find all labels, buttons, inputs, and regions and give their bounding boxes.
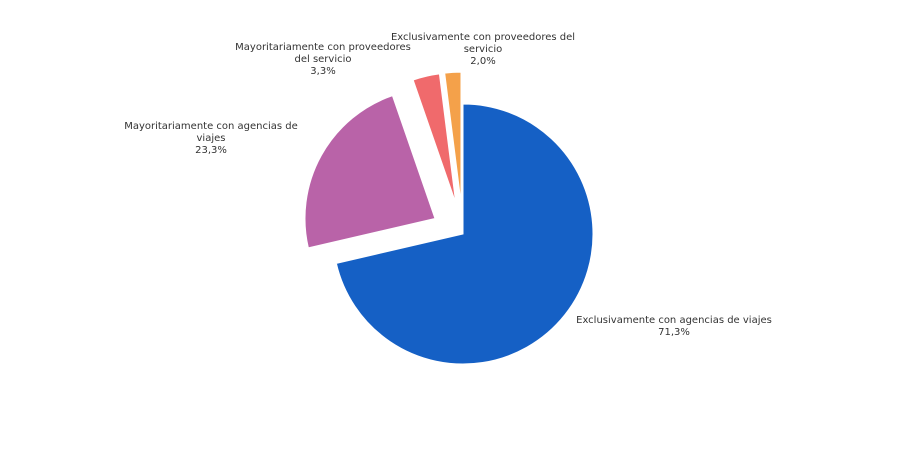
- slice-label: Mayoritariamente con agencias de viajes 2…: [111, 121, 311, 157]
- category-label: Mayoritariamente con proveedores del ser…: [235, 42, 411, 65]
- value-label: 2,0%: [470, 56, 496, 67]
- value-label: 23,3%: [195, 145, 227, 156]
- slice-label: Mayoritariamente con proveedores del ser…: [228, 42, 418, 78]
- pie-slice: [304, 95, 436, 249]
- pie-slice: [412, 73, 457, 204]
- pie-slice: [444, 71, 462, 203]
- category-label: Exclusivamente con agencias de viajes: [576, 315, 772, 326]
- slice-label: Exclusivamente con agencias de viajes 71,…: [574, 315, 774, 339]
- value-label: 71,3%: [658, 327, 690, 338]
- pie-slice: [335, 103, 594, 365]
- value-label: 3,3%: [310, 66, 336, 77]
- category-label: Exclusivamente con proveedores del servi…: [390, 32, 576, 55]
- slice-label: Exclusivamente con proveedores del servi…: [388, 32, 578, 68]
- category-label: Mayoritariamente con agencias de viajes: [124, 121, 298, 144]
